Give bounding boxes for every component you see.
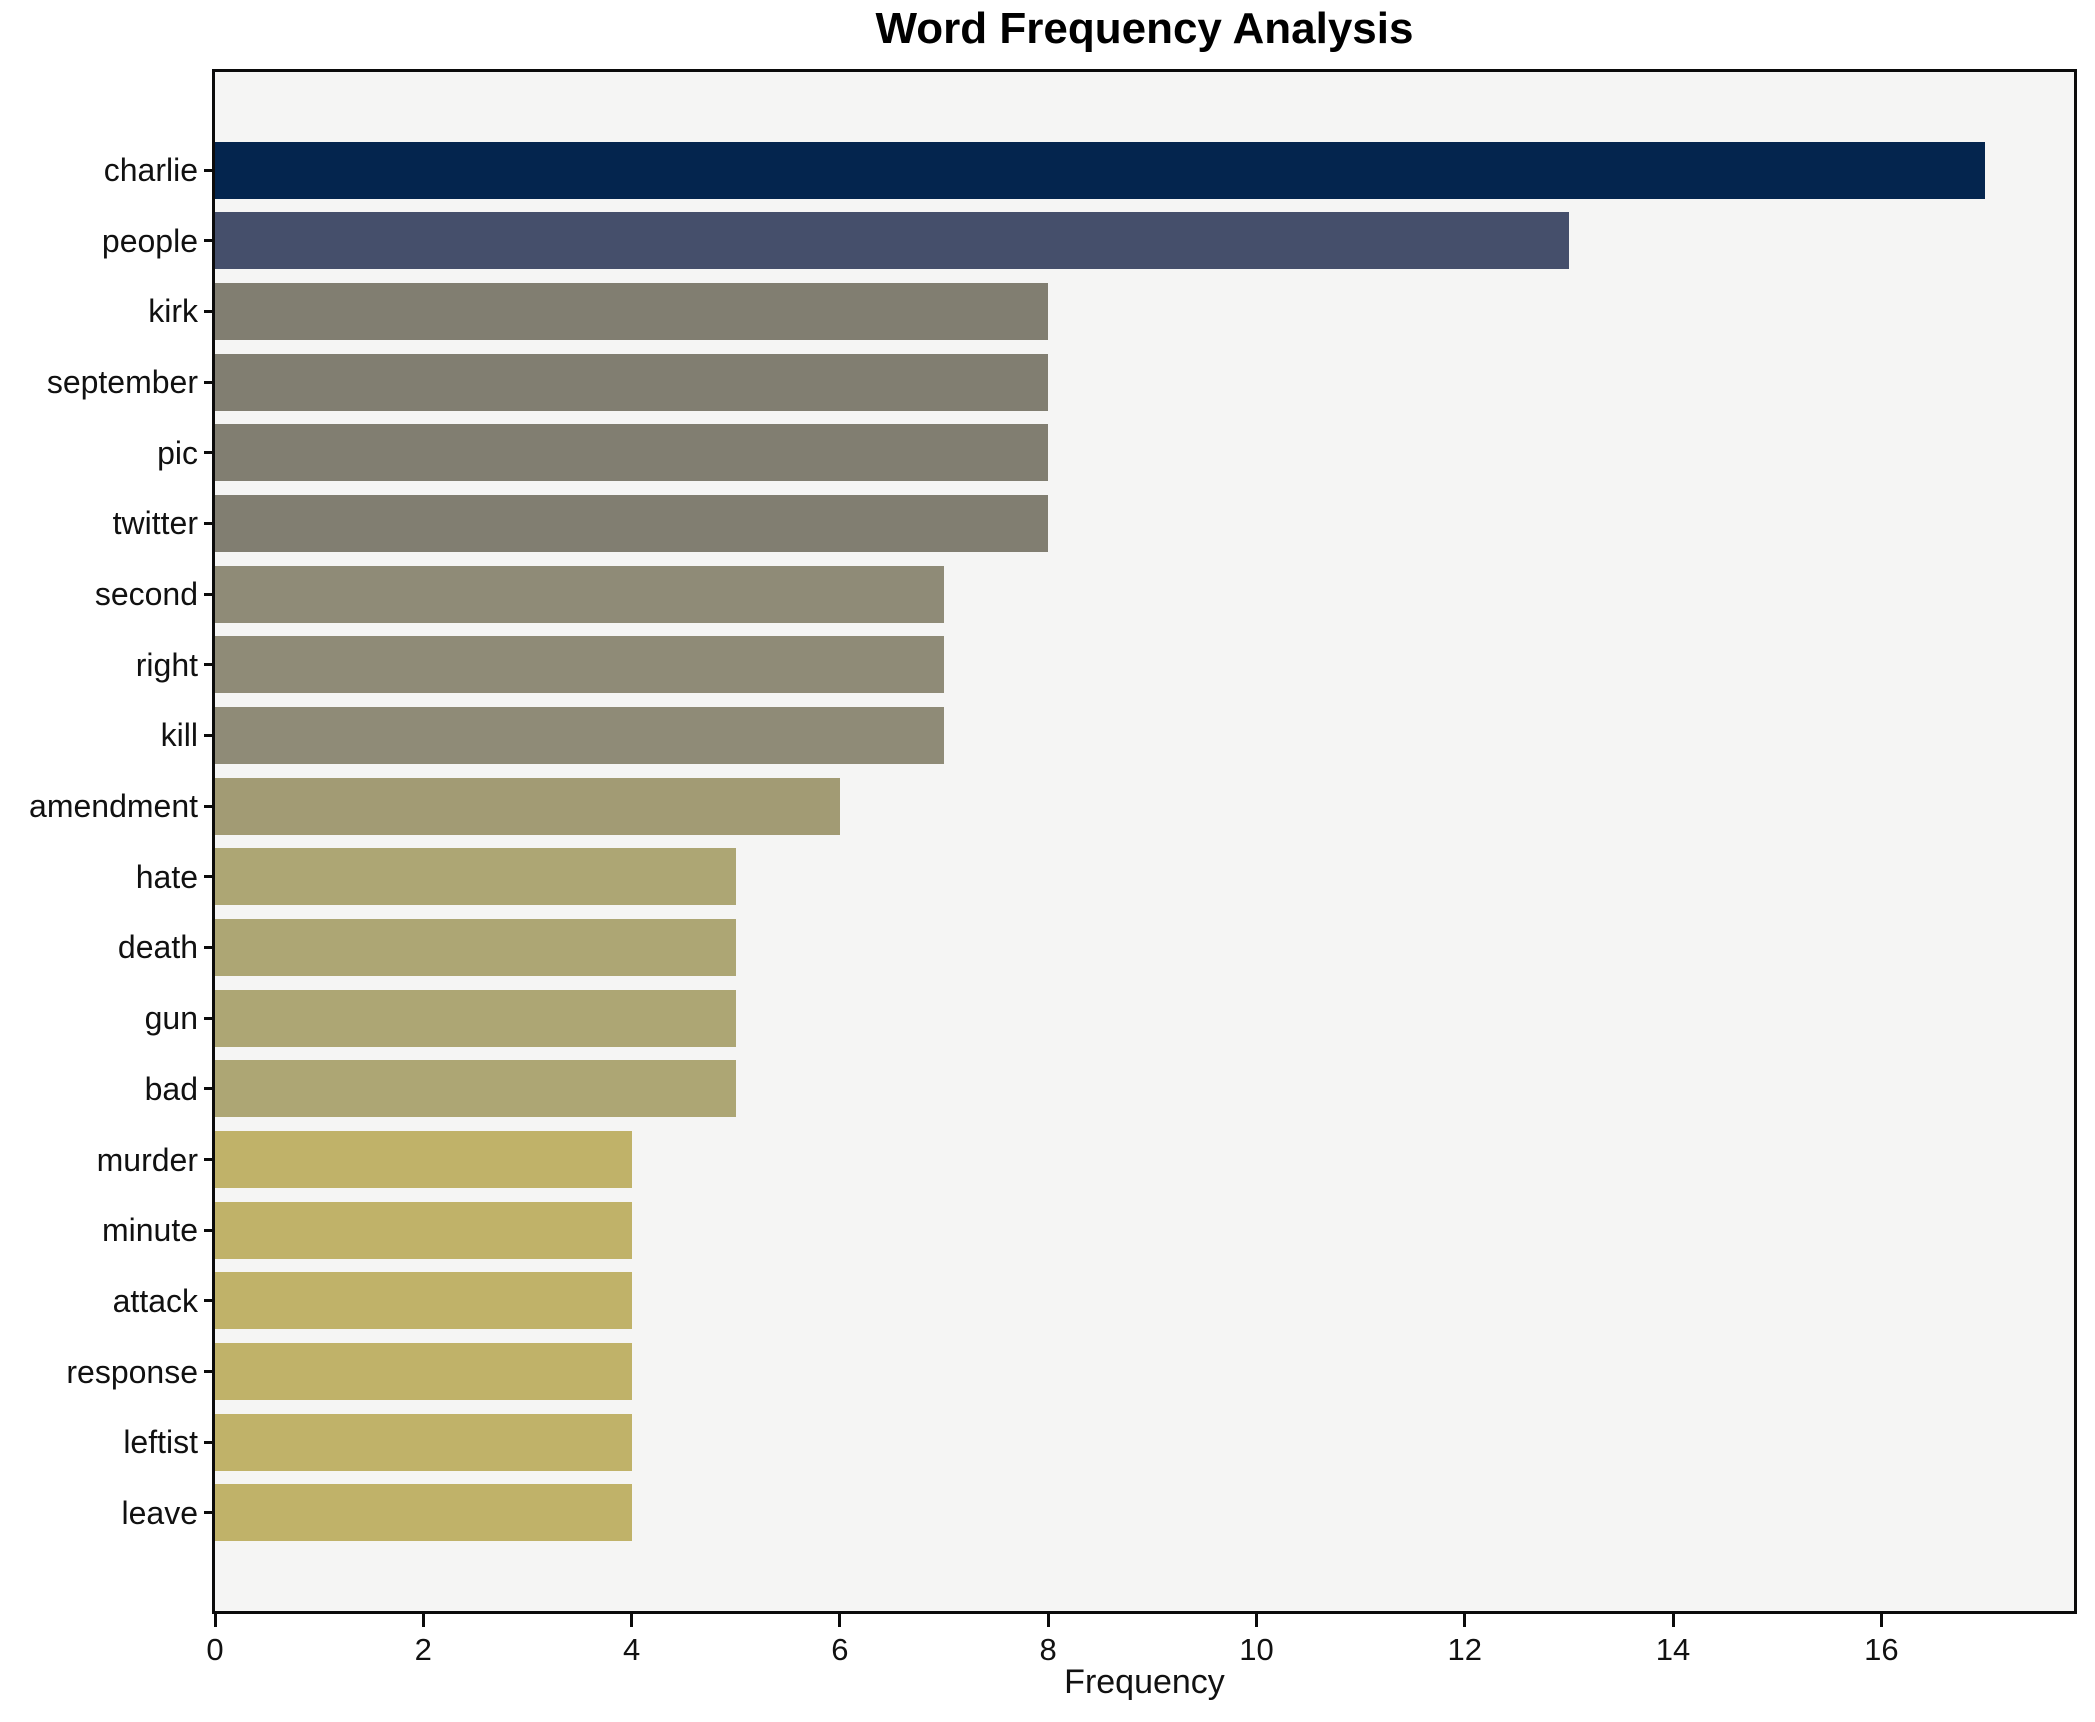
x-tick-label-12: 12 — [1447, 1632, 1482, 1667]
y-tick-label-leave: leave — [121, 1494, 199, 1531]
y-tick-label-bad: bad — [144, 1070, 198, 1107]
y-tick-label-twitter: twitter — [112, 505, 198, 542]
bar-twitter — [215, 494, 1049, 552]
y-tick-mark — [204, 309, 215, 313]
y-tick-mark — [204, 592, 215, 596]
x-tick-mark — [838, 1614, 842, 1627]
bar-kill — [215, 706, 945, 764]
y-tick-mark — [204, 875, 215, 879]
y-tick-mark — [204, 1087, 215, 1091]
chart-title: Word Frequency Analysis — [875, 4, 1414, 53]
x-tick-mark — [1046, 1614, 1050, 1627]
x-tick-label-14: 14 — [1655, 1632, 1691, 1667]
y-tick-label-amendment: amendment — [29, 788, 198, 825]
bar-leave — [215, 1484, 632, 1542]
y-tick-mark — [204, 1299, 215, 1303]
x-tick-mark — [421, 1614, 425, 1627]
bar-death — [215, 918, 736, 976]
y-tick-label-gun: gun — [144, 1000, 198, 1037]
x-tick-mark — [213, 1614, 217, 1627]
x-tick-mark — [1671, 1614, 1675, 1627]
y-tick-label-kirk: kirk — [148, 293, 198, 330]
y-tick-mark — [204, 1228, 215, 1232]
y-tick-mark — [204, 804, 215, 808]
bar-amendment — [215, 777, 840, 835]
x-tick-label-6: 6 — [831, 1632, 849, 1667]
x-tick-mark — [1463, 1614, 1467, 1627]
y-tick-mark — [204, 521, 215, 525]
bar-attack — [215, 1272, 632, 1330]
y-tick-label-charlie: charlie — [103, 152, 198, 188]
bar-charlie — [215, 141, 1986, 199]
y-tick-label-september: september — [46, 364, 198, 401]
y-tick-mark — [204, 1158, 215, 1162]
y-tick-label-attack: attack — [112, 1282, 198, 1319]
y-tick-mark — [204, 1370, 215, 1374]
y-tick-mark — [204, 168, 215, 172]
bar-right — [215, 636, 945, 694]
y-tick-label-minute: minute — [101, 1212, 198, 1249]
x-tick-mark — [630, 1614, 634, 1627]
y-tick-label-pic: pic — [157, 434, 198, 471]
x-tick-label-4: 4 — [622, 1632, 641, 1667]
y-tick-mark — [204, 239, 215, 243]
y-tick-mark — [204, 380, 215, 384]
y-tick-label-people: people — [101, 222, 198, 259]
y-tick-label-death: death — [117, 929, 198, 966]
x-tick-label-2: 2 — [414, 1632, 432, 1667]
y-tick-mark — [204, 451, 215, 455]
bar-hate — [215, 848, 736, 906]
bar-second — [215, 565, 945, 623]
y-tick-mark — [204, 1440, 215, 1444]
y-tick-label-murder: murder — [96, 1141, 198, 1178]
bar-september — [215, 353, 1049, 411]
y-tick-label-response: response — [66, 1353, 198, 1390]
bar-kirk — [215, 282, 1049, 340]
x-tick-label-8: 8 — [1039, 1632, 1057, 1667]
bar-gun — [215, 989, 736, 1047]
plot-area — [212, 69, 2077, 1614]
x-tick-mark — [1254, 1614, 1258, 1627]
y-tick-mark — [204, 945, 215, 949]
x-tick-label-16: 16 — [1864, 1632, 1899, 1667]
x-tick-label-10: 10 — [1239, 1632, 1274, 1667]
x-axis-title: Frequency — [1064, 1663, 1225, 1701]
y-tick-mark — [204, 1511, 215, 1515]
bar-bad — [215, 1060, 736, 1118]
bar-minute — [215, 1201, 632, 1259]
y-tick-mark — [204, 733, 215, 737]
bar-leftist — [215, 1413, 632, 1471]
y-tick-mark — [204, 1016, 215, 1020]
bar-pic — [215, 424, 1049, 482]
bar-response — [215, 1343, 632, 1401]
y-tick-label-leftist: leftist — [123, 1424, 198, 1461]
y-tick-label-kill: kill — [160, 717, 198, 754]
x-tick-mark — [1879, 1614, 1883, 1627]
bar-people — [215, 212, 1569, 270]
y-tick-label-right: right — [135, 646, 198, 683]
x-tick-label-0: 0 — [206, 1632, 224, 1667]
y-tick-label-hate: hate — [135, 858, 198, 895]
y-tick-label-second: second — [94, 576, 198, 613]
y-tick-mark — [204, 663, 215, 667]
bar-murder — [215, 1131, 632, 1189]
